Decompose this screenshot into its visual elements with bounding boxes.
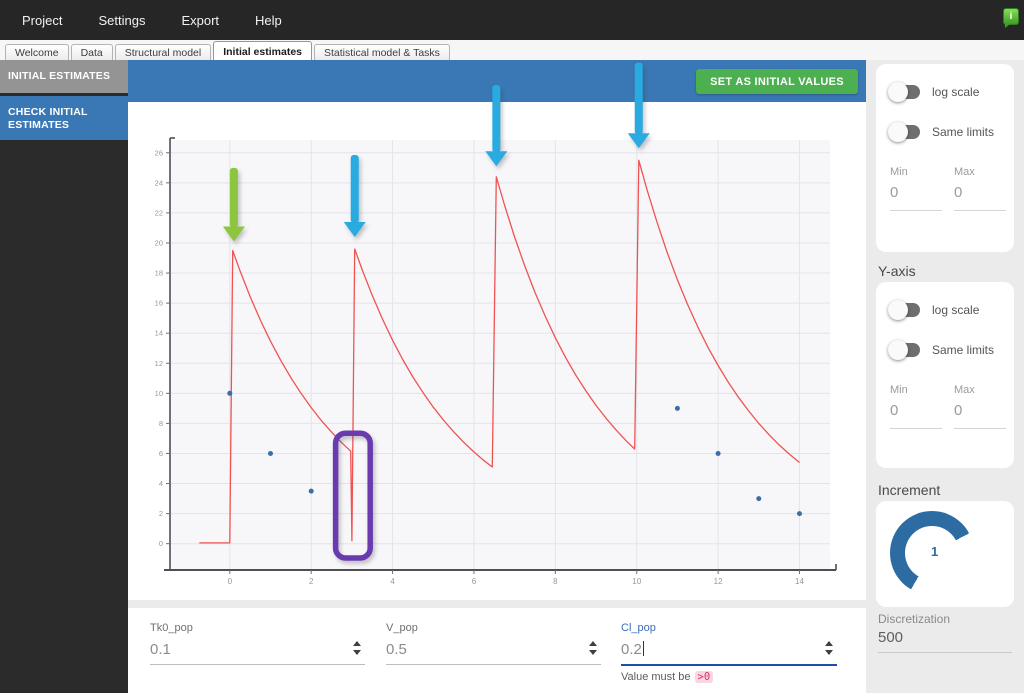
input-underline bbox=[150, 664, 365, 665]
y-log-scale-toggle[interactable] bbox=[888, 300, 922, 320]
same-limits-label: Same limits bbox=[932, 125, 995, 139]
increment-card: 1 bbox=[876, 501, 1014, 607]
text-cursor bbox=[642, 641, 645, 656]
error-badge: >0 bbox=[694, 671, 714, 683]
y-same-limits-toggle[interactable] bbox=[888, 340, 922, 360]
validation-error: Value must be >0 bbox=[621, 671, 714, 683]
y-max-input[interactable]: 0 bbox=[954, 402, 963, 419]
cl-pop-input[interactable]: 0.2 bbox=[621, 641, 645, 658]
discretization-input[interactable]: 500 bbox=[878, 629, 904, 646]
value-stepper bbox=[353, 641, 363, 661]
min-label: Min bbox=[890, 166, 908, 178]
notification-bubble-icon[interactable]: i bbox=[1003, 8, 1019, 28]
value-stepper bbox=[825, 641, 835, 661]
y-axis-heading: Y-axis bbox=[878, 263, 916, 279]
x-max-input[interactable]: 0 bbox=[954, 184, 963, 201]
menu-export[interactable]: Export bbox=[181, 12, 220, 28]
sidebar: INITIAL ESTIMATES CHECK INITIAL ESTIMATE… bbox=[0, 60, 128, 693]
stepper-up-icon[interactable] bbox=[825, 641, 833, 646]
tab-initial-estimates[interactable]: Initial estimates bbox=[213, 41, 312, 60]
input-underline bbox=[890, 210, 942, 211]
sidebar-item-initial-estimates[interactable]: INITIAL ESTIMATES bbox=[0, 60, 128, 93]
param-field-tk0-pop: Tk0_pop 0.1 bbox=[150, 608, 365, 693]
input-underline bbox=[954, 428, 1006, 429]
menu-settings[interactable]: Settings bbox=[98, 12, 146, 28]
tab-data[interactable]: Data bbox=[70, 44, 113, 60]
max-label: Max bbox=[954, 384, 975, 396]
x-log-scale-toggle[interactable] bbox=[888, 82, 922, 102]
param-field-v-pop: V_pop 0.5 bbox=[386, 608, 601, 693]
stepper-down-icon[interactable] bbox=[825, 650, 833, 655]
increment-heading: Increment bbox=[878, 482, 941, 498]
param-label: Cl_pop bbox=[621, 622, 656, 634]
sidebar-item-label: ESTIMATES bbox=[8, 119, 70, 131]
stepper-down-icon[interactable] bbox=[589, 650, 597, 655]
input-underline bbox=[954, 210, 1006, 211]
input-underline bbox=[386, 664, 601, 665]
param-label: Tk0_pop bbox=[150, 622, 193, 634]
chart-card bbox=[128, 102, 866, 600]
log-scale-label: log scale bbox=[932, 85, 980, 99]
y-axis-card: log scale Same limits Min 0 Max 0 bbox=[876, 282, 1014, 468]
sidebar-item-label: INITIAL ESTIMATES bbox=[8, 70, 111, 82]
increment-knob[interactable]: 1 bbox=[890, 511, 974, 595]
param-field-cl-pop: Cl_pop 0.2 Value must be >0 bbox=[621, 608, 837, 693]
x-min-input[interactable]: 0 bbox=[890, 184, 899, 201]
main-content: SET AS INITIAL VALUES 0 2 4 6 8 10 12 14 0 2 4 6 8 10… bbox=[128, 60, 866, 693]
menubar: Project Settings Export Help i bbox=[0, 0, 1024, 40]
input-underline bbox=[890, 428, 942, 429]
param-label: V_pop bbox=[386, 622, 418, 634]
stepper-down-icon[interactable] bbox=[353, 650, 361, 655]
discretization-label: Discretization bbox=[878, 612, 951, 626]
y-min-input[interactable]: 0 bbox=[890, 402, 899, 419]
input-underline bbox=[878, 652, 1012, 653]
x-axis-card: log scale Same limits Min 0 Max 0 bbox=[876, 64, 1014, 252]
sidebar-item-check-initial-estimates[interactable]: CHECK INITIAL ESTIMATES bbox=[0, 96, 128, 140]
stepper-up-icon[interactable] bbox=[589, 641, 597, 646]
tab-structural-model[interactable]: Structural model bbox=[114, 44, 212, 60]
sidebar-item-label: CHECK INITIAL bbox=[8, 106, 88, 118]
value-stepper bbox=[589, 641, 599, 661]
x-same-limits-toggle[interactable] bbox=[888, 122, 922, 142]
max-label: Max bbox=[954, 166, 975, 178]
increment-value: 1 bbox=[931, 544, 939, 559]
min-label: Min bbox=[890, 384, 908, 396]
menu-project[interactable]: Project bbox=[22, 12, 63, 28]
v-pop-input[interactable]: 0.5 bbox=[386, 641, 407, 658]
log-scale-label: log scale bbox=[932, 303, 980, 317]
input-underline-focused bbox=[621, 664, 837, 666]
tab-bar: Welcome Data Structural model Initial es… bbox=[0, 40, 1024, 60]
stepper-up-icon[interactable] bbox=[353, 641, 361, 646]
set-as-initial-values-button[interactable]: SET AS INITIAL VALUES bbox=[696, 69, 858, 94]
tk0-pop-input[interactable]: 0.1 bbox=[150, 641, 171, 658]
tab-statistical-model-tasks[interactable]: Statistical model & Tasks bbox=[314, 44, 450, 60]
axes-settings-panel: log scale Same limits Min 0 Max 0 Y-axis… bbox=[866, 60, 1024, 693]
menu-help[interactable]: Help bbox=[255, 12, 282, 28]
chart-header-bar: SET AS INITIAL VALUES bbox=[128, 60, 866, 102]
same-limits-label: Same limits bbox=[932, 343, 995, 357]
parameters-bar: Tk0_pop 0.1 V_pop 0.5 Cl_pop 0.2 bbox=[128, 608, 866, 693]
tab-welcome[interactable]: Welcome bbox=[5, 44, 69, 60]
